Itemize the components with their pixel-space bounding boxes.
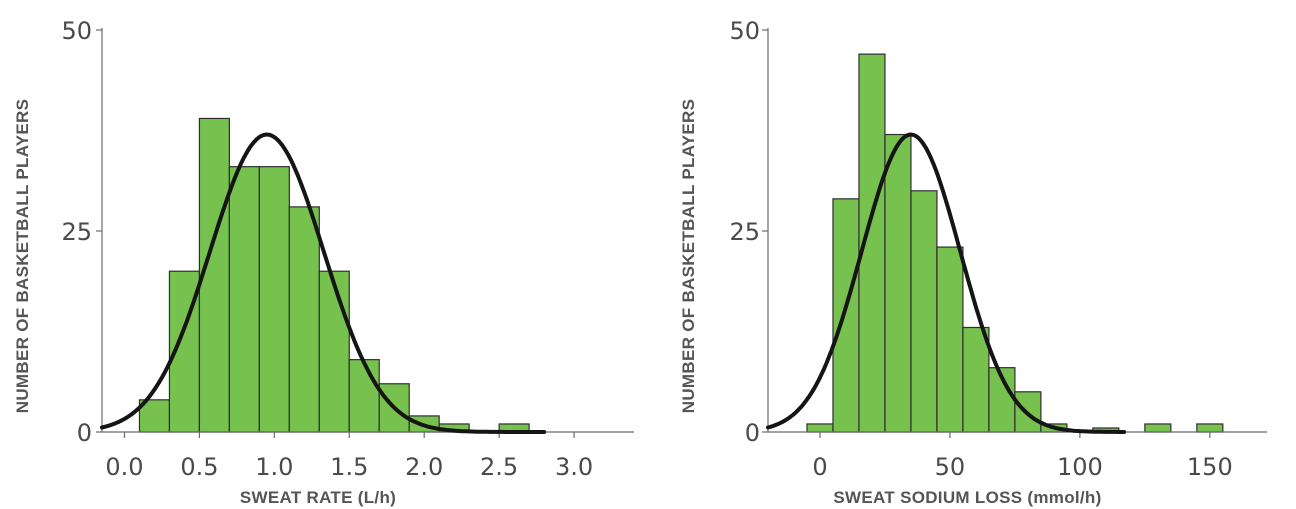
y-tick-label: 0 xyxy=(77,419,92,447)
histogram-bar xyxy=(288,206,320,433)
normal-fit-curve xyxy=(766,132,1127,434)
histogram-bar xyxy=(1144,423,1172,433)
x-axis-label: SWEAT RATE (L/h) xyxy=(240,488,396,507)
x-tick-label: 2.0 xyxy=(405,453,443,481)
y-tick-label: 25 xyxy=(729,218,760,246)
y-axis-label: NUMBER OF BASKETBALL PLAYERS xyxy=(679,99,698,413)
histogram-bar xyxy=(832,198,860,433)
y-axis-label: NUMBER OF BASKETBALL PLAYERS xyxy=(13,99,32,413)
histogram-bar xyxy=(318,270,350,433)
x-tick-label: 3.0 xyxy=(555,453,593,481)
x-tick-label: 50 xyxy=(935,453,966,481)
x-tick-label: 1.0 xyxy=(255,453,293,481)
histogram-bar xyxy=(1196,423,1224,433)
x-tick-label: 100 xyxy=(1057,453,1103,481)
histogram-bar xyxy=(962,326,990,433)
histogram-bar xyxy=(348,359,380,433)
y-tick-label: 50 xyxy=(729,17,760,45)
x-tick-label: 0 xyxy=(812,453,827,481)
x-axis-label: SWEAT SODIUM LOSS (mmol/h) xyxy=(833,488,1101,507)
y-tick-label: 0 xyxy=(745,419,760,447)
histogram-bar xyxy=(936,246,964,433)
histogram-bar xyxy=(228,166,260,433)
histogram-bar xyxy=(806,423,834,433)
x-tick-label: 150 xyxy=(1187,453,1233,481)
normal-fit-curve xyxy=(100,132,547,434)
x-tick-label: 0.5 xyxy=(180,453,218,481)
histogram-bar xyxy=(910,190,938,433)
y-tick-label: 25 xyxy=(61,218,92,246)
x-tick-label: 0.0 xyxy=(105,453,143,481)
histogram-bar xyxy=(884,133,912,433)
y-tick-label: 50 xyxy=(61,17,92,45)
histogram-bar xyxy=(258,166,290,433)
x-tick-label: 2.5 xyxy=(480,453,518,481)
x-tick-label: 1.5 xyxy=(330,453,368,481)
